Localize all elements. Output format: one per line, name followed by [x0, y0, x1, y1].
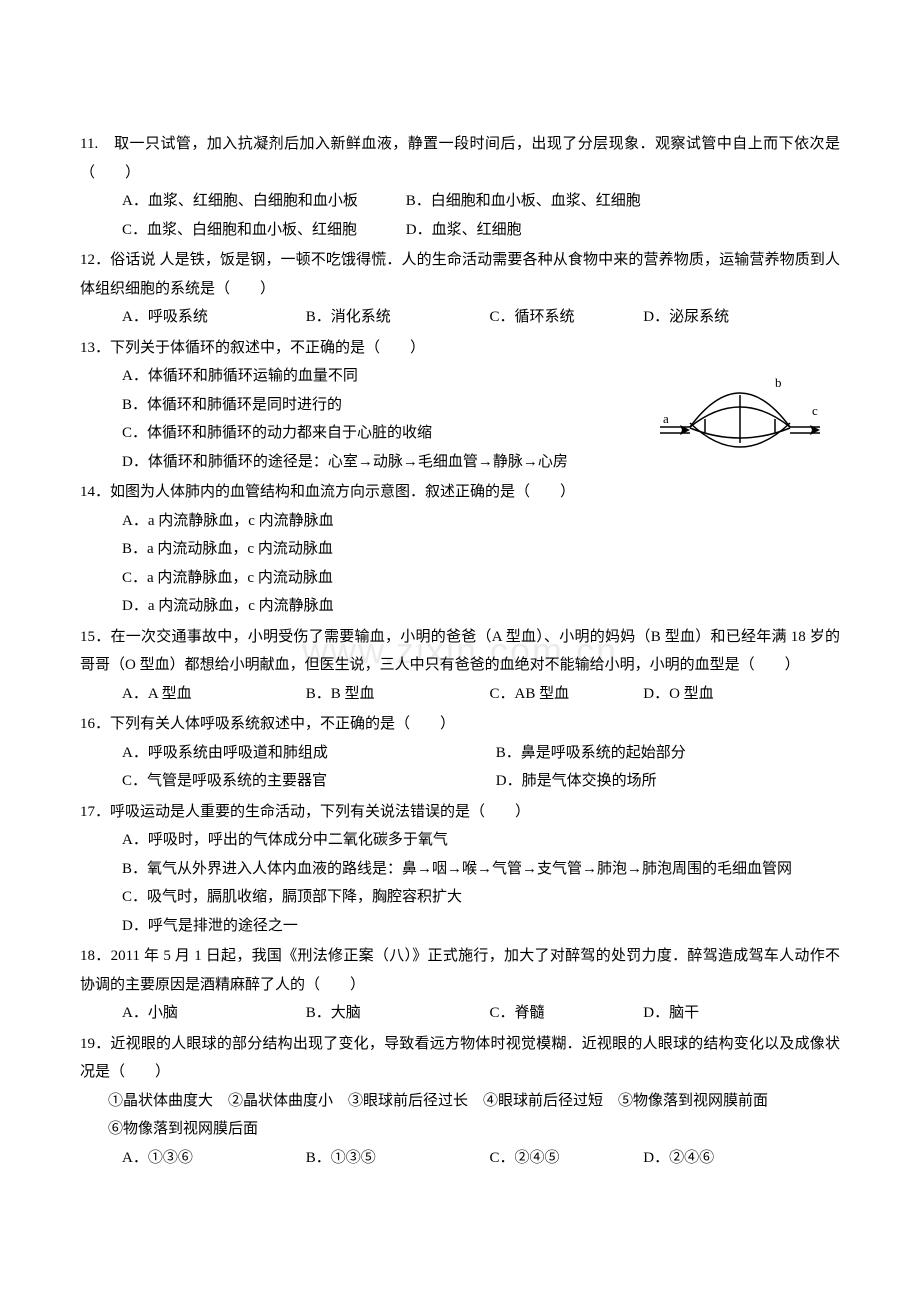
q15-stem: 15．在一次交通事故中，小明受伤了需要输血，小明的爸爸（A 型血）、小明的妈妈（…	[80, 623, 840, 680]
q11-options-row2: C．血浆、白细胞和血小板、红细胞 D．血浆、红细胞	[80, 216, 840, 245]
q15-options: A．A 型血 B．B 型血 C．AB 型血 D．O 型血	[80, 680, 840, 709]
q13-opt-d: D．体循环和肺循环的途径是：心室→动脉→毛细血管→静脉→心房	[80, 448, 840, 477]
q12-options: A．呼吸系统 B．消化系统 C．循环系统 D．泌尿系统	[80, 303, 840, 332]
q14-opt-d: D．a 内流动脉血，c 内流静脉血	[80, 592, 840, 621]
question-11: 11. 取一只试管，加入抗凝剂后加入新鲜血液，静置一段时间后，出现了分层现象．观…	[80, 130, 840, 244]
q15-opt-b: B．B 型血	[306, 680, 486, 709]
question-12: 12．俗话说 人是铁，饭是钢，一顿不吃饿得慌．人的生命活动需要各种从食物中来的营…	[80, 246, 840, 332]
q19-opt-d: D．②④⑥	[643, 1144, 714, 1173]
q16-opt-c: C．气管是呼吸系统的主要器官	[122, 767, 492, 796]
q14-opt-c: C．a 内流静脉血，c 内流动脉血	[80, 564, 840, 593]
q18-options: A．小脑 B．大脑 C．脊髓 D．脑干	[80, 999, 840, 1028]
q13-stem: 13．下列关于体循环的叙述中，不正确的是（ ）	[80, 334, 840, 363]
q11-opt-b: B．白细胞和血小板、血浆、红细胞	[406, 187, 641, 216]
label-c: c	[812, 403, 818, 418]
q14-opt-b: B．a 内流动脉血，c 内流动脉血	[80, 535, 840, 564]
q16-opt-b: B．鼻是呼吸系统的起始部分	[496, 739, 686, 768]
q19-stem: 19．近视眼的人眼球的部分结构出现了变化，导致看远方物体时视觉模糊．近视眼的人眼…	[80, 1030, 840, 1087]
q17-opt-c: C．吸气时，膈肌收缩，膈顶部下降，胸腔容积扩大	[80, 883, 840, 912]
q17-opt-d: D．呼气是排泄的途径之一	[80, 912, 840, 941]
q16-stem: 16．下列有关人体呼吸系统叙述中，不正确的是（ ）	[80, 710, 840, 739]
q11-opt-a: A．血浆、红细胞、白细胞和血小板	[122, 187, 402, 216]
q15-opt-c: C．AB 型血	[490, 680, 640, 709]
q16-options-row2: C．气管是呼吸系统的主要器官 D．肺是气体交换的场所	[80, 767, 840, 796]
q11-stem: 11. 取一只试管，加入抗凝剂后加入新鲜血液，静置一段时间后，出现了分层现象．观…	[80, 130, 840, 187]
q11-opt-c: C．血浆、白细胞和血小板、红细胞	[122, 216, 402, 245]
q19-options: A．①③⑥ B．①③⑤ C．②④⑤ D．②④⑥	[80, 1144, 840, 1173]
q19-sub2: ⑥物像落到视网膜后面	[80, 1115, 840, 1144]
q12-stem: 12．俗话说 人是铁，饭是钢，一顿不吃饿得慌．人的生命活动需要各种从食物中来的营…	[80, 246, 840, 303]
q12-opt-c: C．循环系统	[490, 303, 640, 332]
label-b: b	[775, 375, 782, 390]
q16-opt-d: D．肺是气体交换的场所	[496, 767, 657, 796]
question-15: 15．在一次交通事故中，小明受伤了需要输血，小明的爸爸（A 型血）、小明的妈妈（…	[80, 623, 840, 709]
q11-options-row1: A．血浆、红细胞、白细胞和血小板 B．白细胞和血小板、血浆、红细胞	[80, 187, 840, 216]
q19-sub1: ①晶状体曲度大 ②晶状体曲度小 ③眼球前后径过长 ④眼球前后径过短 ⑤物像落到视…	[80, 1087, 840, 1116]
q15-opt-d: D．O 型血	[643, 680, 713, 709]
q18-opt-d: D．脑干	[643, 999, 699, 1028]
q19-opt-a: A．①③⑥	[122, 1144, 302, 1173]
question-18: 18．2011 年 5 月 1 日起，我国《刑法修正案（八）》正式施行，加大了对…	[80, 942, 840, 1028]
q15-opt-a: A．A 型血	[122, 680, 302, 709]
label-a: a	[663, 411, 669, 426]
q18-opt-a: A．小脑	[122, 999, 302, 1028]
q18-opt-b: B．大脑	[306, 999, 486, 1028]
q12-opt-d: D．泌尿系统	[643, 303, 729, 332]
question-16: 16．下列有关人体呼吸系统叙述中，不正确的是（ ） A．呼吸系统由呼吸道和肺组成…	[80, 710, 840, 796]
q18-stem: 18．2011 年 5 月 1 日起，我国《刑法修正案（八）》正式施行，加大了对…	[80, 942, 840, 999]
q17-stem: 17．呼吸运动是人重要的生命活动，下列有关说法错误的是（ ）	[80, 798, 840, 827]
capillary-diagram: a b c	[655, 375, 825, 450]
q14-stem: 14．如图为人体肺内的血管结构和血流方向示意图．叙述正确的是（ ）	[80, 478, 840, 507]
q19-opt-b: B．①③⑤	[306, 1144, 486, 1173]
q17-opt-b: B．氧气从外界进入人体内血液的路线是：鼻→咽→喉→气管→支气管→肺泡→肺泡周围的…	[80, 855, 840, 884]
q17-opt-a: A．呼吸时，呼出的气体成分中二氧化碳多于氧气	[80, 826, 840, 855]
question-17: 17．呼吸运动是人重要的生命活动，下列有关说法错误的是（ ） A．呼吸时，呼出的…	[80, 798, 840, 941]
q14-opt-a: A．a 内流静脉血，c 内流静脉血	[80, 507, 840, 536]
question-14: 14．如图为人体肺内的血管结构和血流方向示意图．叙述正确的是（ ） A．a 内流…	[80, 478, 840, 621]
q12-opt-a: A．呼吸系统	[122, 303, 302, 332]
q16-opt-a: A．呼吸系统由呼吸道和肺组成	[122, 739, 492, 768]
q16-options-row1: A．呼吸系统由呼吸道和肺组成 B．鼻是呼吸系统的起始部分	[80, 739, 840, 768]
q18-opt-c: C．脊髓	[490, 999, 640, 1028]
question-19: 19．近视眼的人眼球的部分结构出现了变化，导致看远方物体时视觉模糊．近视眼的人眼…	[80, 1030, 840, 1173]
q11-opt-d: D．血浆、红细胞	[406, 216, 522, 245]
q12-opt-b: B．消化系统	[306, 303, 486, 332]
q19-opt-c: C．②④⑤	[490, 1144, 640, 1173]
